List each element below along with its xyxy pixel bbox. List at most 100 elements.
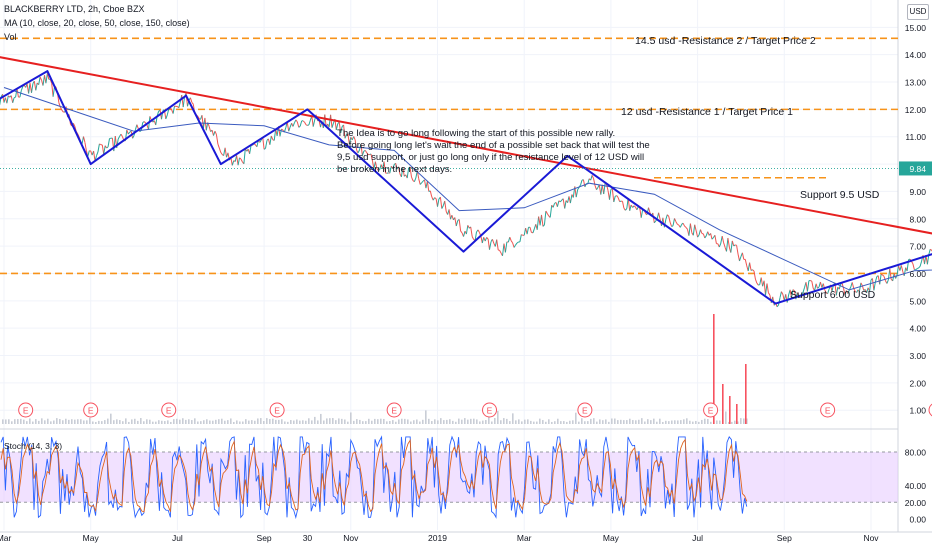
price-tick-label: 15.00 (905, 23, 927, 33)
price-tick-label: 7.00 (909, 242, 926, 252)
earnings-marker[interactable]: E (270, 403, 284, 417)
earnings-marker[interactable]: E (84, 403, 98, 417)
volume-bar (467, 420, 469, 424)
price-segment (300, 121, 302, 126)
volume-bar (719, 421, 721, 424)
volume-bar (290, 420, 292, 424)
price-segment (724, 243, 726, 248)
volume-bar (128, 422, 130, 424)
earnings-marker[interactable]: E (162, 403, 176, 417)
volume-bar (548, 419, 550, 424)
volume-bar (326, 418, 328, 424)
price-segment (708, 232, 710, 236)
resistance-2-label: 14.5 usd -Resistance 2 / Target Price 2 (635, 35, 816, 47)
price-segment (412, 177, 413, 180)
volume-bar (593, 418, 595, 424)
time-tick-label: Mar (0, 533, 11, 543)
volume-bar (11, 421, 13, 424)
volume-bar (521, 421, 523, 424)
price-segment (435, 198, 437, 199)
volume-bar (143, 421, 145, 424)
volume-bar (98, 421, 100, 424)
volume-bar (632, 420, 634, 424)
price-segment (667, 215, 668, 217)
price-segment (544, 211, 546, 225)
price-segment (478, 230, 479, 233)
price-segment (731, 241, 733, 253)
currency-button[interactable]: USD (907, 4, 929, 20)
volume-bar (503, 418, 505, 424)
ma-legend[interactable]: MA (10, close, 20, close, 50, close, 150… (4, 18, 190, 28)
price-segment (260, 140, 261, 142)
price-segment (881, 274, 883, 275)
volume-bar (659, 419, 661, 424)
volume-bar (329, 418, 331, 424)
volume-bar (623, 420, 625, 424)
price-segment (527, 227, 528, 234)
volume-bar (497, 411, 499, 424)
price-segment (753, 270, 755, 271)
drawings: 14.5 usd -Resistance 2 / Target Price 21… (0, 33, 932, 367)
volume-bar (557, 419, 559, 424)
volume-bar (212, 421, 214, 424)
volume-bar (14, 419, 16, 424)
volume-bar (641, 418, 643, 424)
earnings-marker[interactable]: E (821, 403, 835, 417)
volume-bar (206, 419, 208, 424)
price-segment (670, 222, 672, 226)
support-6-label: Support 6.00 USD (790, 289, 876, 301)
volume-bar (395, 422, 397, 424)
volume-bar (581, 418, 583, 424)
volume-bar (101, 421, 103, 424)
price-segment (497, 240, 499, 250)
price-segment (920, 261, 922, 266)
earnings-marker[interactable]: E (578, 403, 592, 417)
price-segment (312, 116, 313, 127)
price-segment (427, 182, 428, 192)
volume-bars (2, 314, 748, 424)
price-segment (754, 271, 755, 279)
stoch-legend[interactable]: Stoch (14, 3, 3) (4, 441, 62, 451)
volume-bar (485, 420, 487, 424)
volume-bar (554, 421, 556, 424)
volume-bar (653, 419, 655, 424)
volume-bar (77, 419, 79, 424)
volume-bar (248, 421, 250, 424)
volume-bar (455, 422, 457, 424)
price-segment (695, 225, 697, 231)
volume-bar (647, 419, 649, 424)
volume-bar (431, 421, 433, 424)
price-segment (701, 230, 702, 234)
symbol-title[interactable]: BLACKBERRY LTD, 2h, Cboe BZX (4, 4, 145, 14)
earnings-marker[interactable]: E (387, 403, 401, 417)
price-segment (565, 201, 566, 209)
volume-bar (545, 422, 547, 424)
volume-bar (185, 420, 187, 424)
price-segment (576, 190, 578, 198)
volume-bar (302, 420, 304, 424)
idea-text: The Idea is to go long following the sta… (337, 128, 650, 175)
volume-bar (149, 420, 151, 424)
earnings-marker[interactable]: E (483, 403, 497, 417)
price-segment (533, 229, 534, 233)
volume-bar (524, 420, 526, 424)
volume-bar (308, 418, 310, 424)
price-segment (715, 235, 717, 243)
volume-bar (293, 421, 295, 424)
price-segment (542, 215, 544, 227)
time-tick-label: May (603, 533, 620, 543)
volume-bar (578, 422, 580, 424)
volume-bar (158, 420, 160, 424)
price-segment (553, 204, 554, 208)
volume-bar (89, 418, 91, 424)
volume-bar (479, 421, 481, 424)
earnings-marker[interactable]: E (704, 403, 718, 417)
volume-legend[interactable]: Vol (4, 32, 17, 42)
volume-bar-spike (729, 396, 731, 424)
price-segment (296, 120, 297, 122)
volume-bar (194, 418, 196, 424)
support-9-5-label: Support 9.5 USD (800, 189, 880, 201)
earnings-marker[interactable]: E (19, 403, 33, 417)
price-segment (514, 245, 515, 247)
volume-bar (314, 417, 316, 424)
